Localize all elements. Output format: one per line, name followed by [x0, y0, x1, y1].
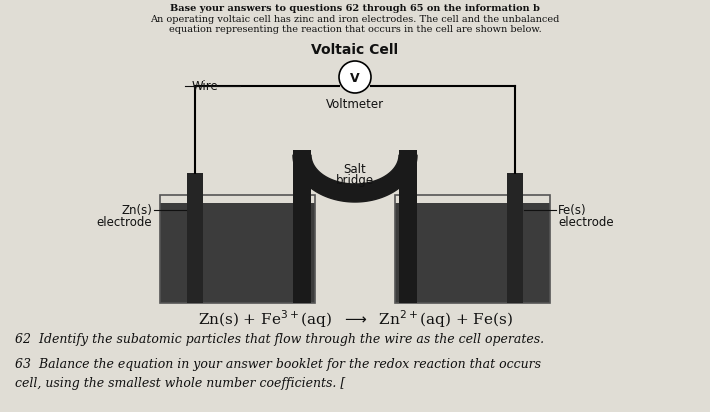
Text: V: V	[350, 72, 360, 84]
Bar	[507, 173, 523, 303]
Text: Salt: Salt	[344, 163, 366, 176]
Bar	[160, 195, 315, 303]
Text: Base your answers to questions 62 through 65 on the information b: Base your answers to questions 62 throug…	[170, 4, 540, 13]
Text: cell, using the smallest whole number coefficients. [: cell, using the smallest whole number co…	[15, 377, 345, 390]
Text: 62  Identify the subatomic particles that flow through the wire as the cell oper: 62 Identify the subatomic particles that…	[15, 333, 544, 346]
Text: Fe(s): Fe(s)	[558, 204, 586, 216]
Bar	[399, 150, 417, 303]
Text: Wire: Wire	[191, 80, 218, 93]
Text: Zn(s): Zn(s)	[121, 204, 152, 216]
Bar	[160, 203, 315, 303]
Polygon shape	[293, 155, 417, 202]
Bar	[187, 173, 203, 303]
Text: electrode: electrode	[97, 215, 152, 229]
Text: 63  Balance the equation in your answer booklet for the redox reaction that occu: 63 Balance the equation in your answer b…	[15, 358, 541, 371]
Bar	[293, 150, 311, 303]
Text: An operating voltaic cell has zinc and iron electrodes. The cell and the unbalan: An operating voltaic cell has zinc and i…	[151, 15, 559, 24]
Bar	[395, 195, 550, 303]
Bar	[395, 203, 550, 303]
Circle shape	[339, 61, 371, 93]
Text: Voltmeter: Voltmeter	[326, 98, 384, 111]
Text: Zn(s) + Fe$^{3+}$(aq)  $\longrightarrow$  Zn$^{2+}$(aq) + Fe(s): Zn(s) + Fe$^{3+}$(aq) $\longrightarrow$ …	[197, 308, 513, 330]
Text: bridge: bridge	[336, 174, 374, 187]
Text: Voltaic Cell: Voltaic Cell	[312, 43, 398, 57]
Text: equation representing the reaction that occurs in the cell are shown below.: equation representing the reaction that …	[169, 25, 542, 34]
Text: electrode: electrode	[558, 215, 613, 229]
